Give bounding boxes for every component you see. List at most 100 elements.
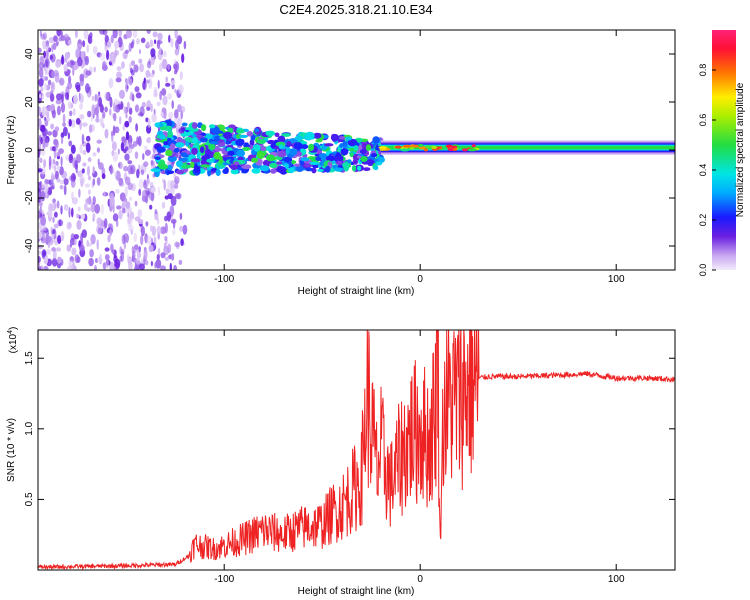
scatter-blob bbox=[276, 161, 283, 165]
noise-blob bbox=[150, 48, 156, 58]
noise-blob bbox=[148, 73, 155, 78]
noise-blob bbox=[109, 228, 112, 237]
snr-axes: -100 0 100 0.5 1.0 1.5 bbox=[24, 330, 675, 585]
scatter-blob bbox=[375, 161, 383, 166]
noise-blob bbox=[157, 248, 160, 255]
noise-blob bbox=[109, 196, 115, 207]
scatter-blob bbox=[175, 142, 185, 148]
line-band-layer bbox=[381, 145, 675, 150]
noise-blob bbox=[121, 61, 125, 69]
colorbar-label: Normalized spectral amplitude bbox=[735, 82, 746, 217]
snr-panel: -100 0 100 0.5 1.0 1.5 Height of straight lin… bbox=[6, 327, 676, 597]
noise-blob bbox=[59, 185, 64, 190]
scatter-blob bbox=[185, 140, 190, 147]
snr-multiplier: (x104) bbox=[7, 327, 19, 354]
noise-blob bbox=[38, 67, 44, 78]
scatter-blob bbox=[312, 132, 322, 139]
noise-blob bbox=[42, 250, 47, 257]
noise-blob bbox=[176, 192, 182, 200]
scatter-blob bbox=[225, 140, 231, 145]
noise-blob bbox=[168, 111, 174, 120]
noise-blob bbox=[140, 169, 145, 176]
noise-blob bbox=[54, 170, 59, 180]
noise-blob bbox=[99, 52, 106, 61]
noise-blob bbox=[118, 30, 123, 38]
noise-blob bbox=[56, 93, 62, 101]
line-hotspot bbox=[423, 148, 429, 152]
scatter-blob bbox=[277, 135, 286, 143]
scatter-blob bbox=[227, 150, 235, 156]
scatter-blob bbox=[191, 147, 198, 155]
noise-blob bbox=[163, 179, 166, 191]
noise-blob bbox=[161, 88, 167, 96]
noise-blob bbox=[56, 151, 61, 156]
noise-blob bbox=[112, 125, 116, 136]
noise-blob bbox=[80, 213, 86, 220]
noise-blob bbox=[53, 159, 56, 165]
noise-blob bbox=[97, 227, 103, 235]
noise-blob bbox=[49, 93, 55, 102]
snr-frame bbox=[37, 329, 676, 571]
scatter-blob bbox=[166, 131, 173, 138]
scatter-blob bbox=[315, 156, 322, 161]
noise-blob bbox=[72, 108, 76, 116]
noise-blob bbox=[128, 107, 133, 115]
noise-blob bbox=[70, 241, 73, 248]
noise-blob bbox=[136, 136, 140, 145]
noise-blob bbox=[138, 188, 142, 196]
noise-blob bbox=[38, 191, 42, 199]
noise-blob bbox=[139, 63, 145, 73]
noise-blob bbox=[46, 248, 51, 255]
noise-blob bbox=[54, 165, 57, 173]
scatter-blob bbox=[176, 169, 185, 175]
noise-blob bbox=[77, 206, 81, 212]
noise-blob bbox=[68, 207, 71, 218]
noise-blob bbox=[77, 56, 83, 67]
scatter-blob bbox=[360, 156, 368, 162]
noise-blob bbox=[116, 71, 122, 80]
scatter-blob bbox=[254, 128, 260, 133]
scatter-blob bbox=[262, 159, 272, 167]
line-hotspot bbox=[382, 147, 387, 151]
noise-blob bbox=[179, 225, 184, 232]
noise-blob bbox=[148, 78, 153, 89]
scatter-blob bbox=[333, 154, 344, 163]
noise-blob bbox=[81, 229, 88, 239]
noise-blob bbox=[125, 131, 130, 141]
scatter-blob bbox=[335, 152, 342, 157]
noise-blob bbox=[125, 201, 131, 209]
noise-blob bbox=[146, 235, 152, 245]
noise-blob bbox=[109, 108, 112, 116]
noise-blob bbox=[134, 265, 139, 270]
scatter-blob bbox=[214, 135, 221, 142]
noise-blob bbox=[137, 112, 144, 117]
noise-blob bbox=[88, 257, 94, 267]
noise-blob bbox=[125, 176, 131, 185]
noise-blob bbox=[50, 123, 54, 130]
noise-blob bbox=[167, 93, 173, 100]
noise-blob bbox=[51, 174, 56, 181]
scatter-blob bbox=[165, 149, 173, 156]
noise-blob bbox=[73, 94, 78, 105]
noise-blob bbox=[75, 117, 81, 125]
noise-blob bbox=[131, 93, 135, 102]
noise-blob bbox=[55, 247, 62, 252]
noise-blob bbox=[109, 261, 115, 270]
noise-blob bbox=[117, 148, 120, 155]
noise-blob bbox=[149, 204, 153, 210]
scatter-blob bbox=[342, 140, 348, 147]
colorbar-tick-label: 0.8 bbox=[698, 64, 708, 77]
scatter-blob bbox=[256, 139, 266, 145]
noise-blob bbox=[71, 197, 78, 205]
noise-blob bbox=[169, 262, 172, 270]
scatter-blob bbox=[206, 158, 213, 163]
scatter-blob bbox=[241, 165, 252, 170]
scatter-blob bbox=[208, 124, 216, 129]
noise-blob bbox=[104, 218, 108, 229]
noise-blob bbox=[124, 186, 128, 197]
scatter-blob bbox=[301, 144, 309, 150]
noise-blob bbox=[121, 197, 128, 203]
noise-blob bbox=[174, 176, 180, 185]
scatter-blob bbox=[283, 156, 293, 163]
noise-blob bbox=[57, 235, 62, 244]
